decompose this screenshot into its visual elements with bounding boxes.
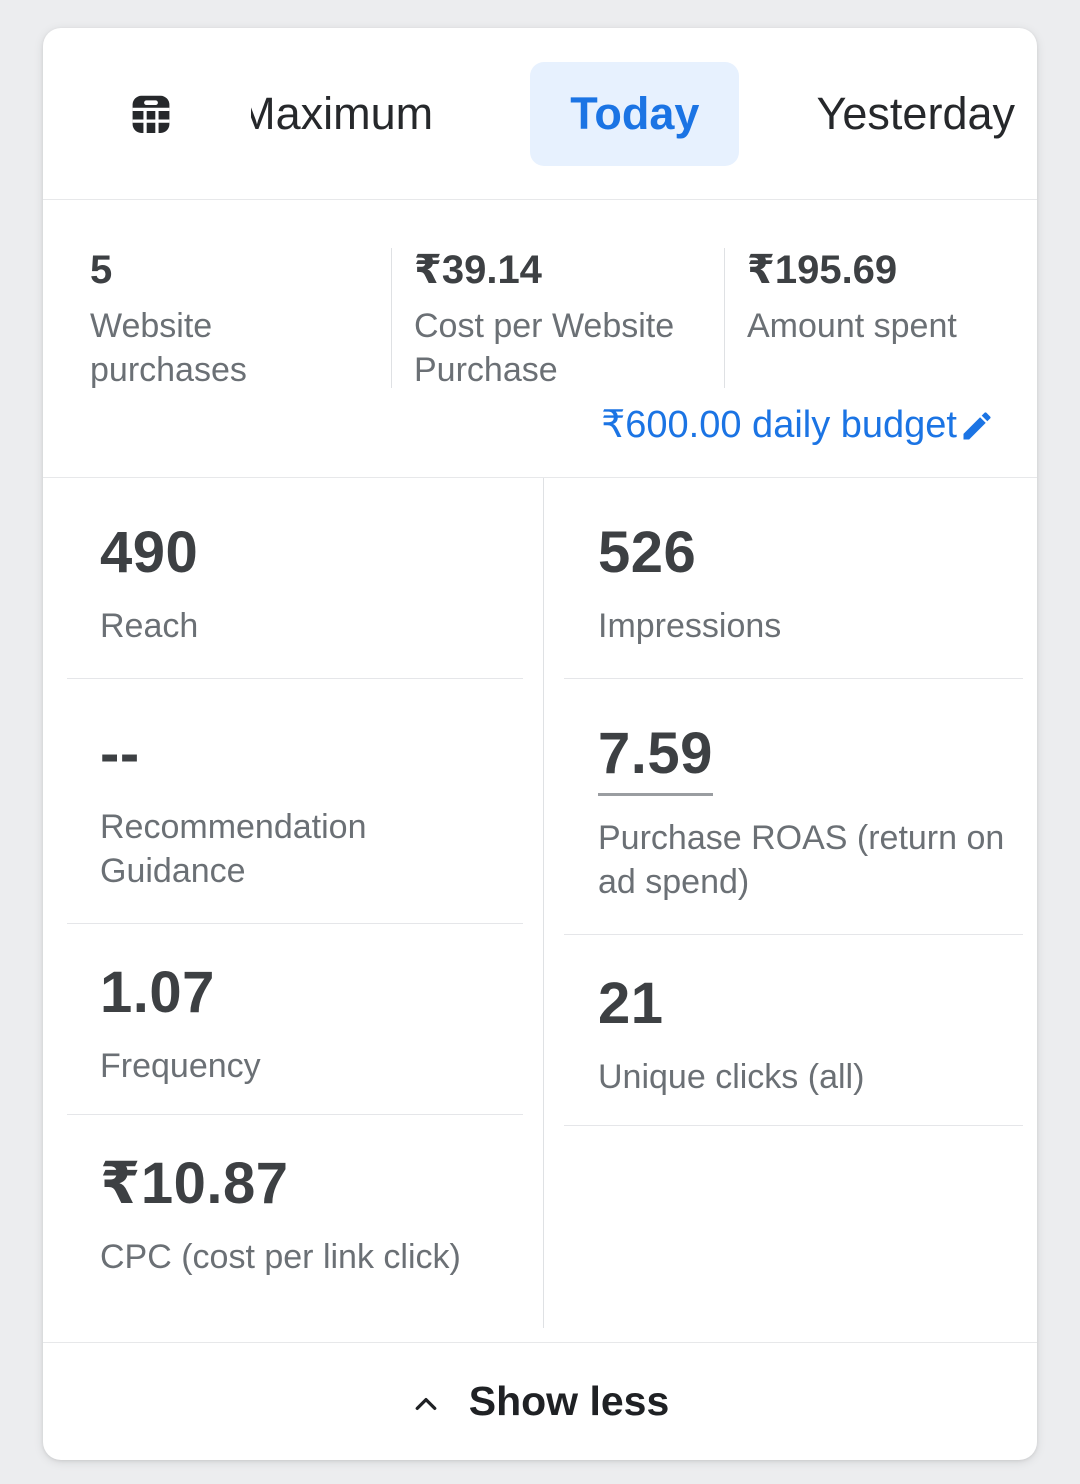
metric-label: Purchase ROAS (return on ad spend) [598, 819, 1005, 901]
metric-cpc: ₹10.87 CPC (cost per link click) [43, 1115, 543, 1305]
metric-value: 490 [100, 520, 199, 585]
metric-website-purchases: 5 Website purchases [43, 242, 391, 392]
metric-value: 1.07 [100, 960, 215, 1025]
divider [67, 923, 523, 924]
metric-reach: 490 Reach [43, 478, 543, 678]
metrics-grid-left-column: 490 Reach -- Recommendation Guidance 1.0… [43, 478, 543, 1328]
divider [391, 248, 392, 388]
divider [724, 248, 725, 388]
summary-section: 5 Website purchases ₹39.14 Cost per Webs… [43, 200, 1037, 478]
underlined-value[interactable]: 7.59 [598, 723, 713, 796]
metrics-grid-right-column: 526 Impressions 7.59 Purchase ROAS (retu… [544, 478, 1037, 1328]
pencil-edit-icon [959, 406, 995, 444]
metric-unique-clicks: 21 Unique clicks (all) [544, 935, 1037, 1125]
tab-yesterday-label: Yesterday [816, 87, 1015, 139]
budget-row: ₹600.00 daily budget [43, 392, 1037, 477]
metric-label: Recommendation Guidance [100, 808, 367, 890]
tab-yesterday[interactable]: Yesterday [817, 88, 1015, 140]
metric-label: Unique clicks (all) [598, 1058, 865, 1096]
metric-label: Frequency [100, 1047, 261, 1085]
metric-value: ₹195.69 [747, 248, 898, 292]
show-less-button[interactable]: Show less [411, 1378, 670, 1425]
metric-impressions: 526 Impressions [544, 478, 1037, 678]
metric-frequency: 1.07 Frequency [43, 924, 543, 1114]
show-less-label: Show less [468, 1378, 670, 1424]
metric-value: 526 [598, 520, 697, 585]
tab-today-label: Today [570, 87, 700, 139]
metric-label: CPC (cost per link click) [100, 1238, 461, 1276]
metric-value: 5 [90, 248, 113, 292]
metric-amount-spent: ₹195.69 Amount spent [725, 242, 1037, 392]
calendar-grid-icon[interactable] [128, 90, 174, 138]
metric-purchase-roas: 7.59 Purchase ROAS (return on ad spend) [544, 679, 1037, 934]
divider [564, 678, 1023, 679]
chevron-up-icon [411, 1385, 441, 1419]
metric-label: Website purchases [90, 307, 247, 389]
daily-budget-link[interactable]: ₹600.00 daily budget [601, 402, 995, 447]
metric-label: Impressions [598, 607, 782, 645]
divider [564, 1125, 1023, 1126]
summary-metrics-row: 5 Website purchases ₹39.14 Cost per Webs… [43, 242, 1037, 392]
tab-today[interactable]: Today [530, 61, 740, 166]
metric-label: Reach [100, 607, 199, 645]
divider [67, 678, 523, 679]
card-footer: Show less [43, 1342, 1037, 1460]
metric-value: 21 [598, 971, 664, 1036]
metric-value: 7.59 [598, 723, 1017, 796]
metric-value: ₹39.14 [414, 248, 542, 292]
divider [67, 1114, 523, 1115]
metric-value: ₹10.87 [100, 1151, 289, 1216]
divider [564, 934, 1023, 935]
metric-value: -- [100, 721, 140, 786]
divider [543, 478, 544, 1328]
metric-label: Cost per Website Purchase [414, 307, 675, 389]
ad-metrics-card: Maximum Today Yesterday 5 Website purcha… [43, 28, 1037, 1460]
tab-maximum-label: Maximum [251, 87, 434, 139]
metric-label: Amount spent [747, 307, 957, 345]
date-range-tabs: Maximum Today Yesterday [43, 28, 1037, 200]
metric-cost-per-purchase: ₹39.14 Cost per Website Purchase [392, 242, 724, 392]
daily-budget-label: ₹600.00 daily budget [601, 404, 957, 446]
metrics-grid: 490 Reach -- Recommendation Guidance 1.0… [43, 478, 1037, 1342]
metric-recommendation-guidance: -- Recommendation Guidance [43, 679, 543, 923]
tab-maximum[interactable]: Maximum [251, 88, 453, 140]
